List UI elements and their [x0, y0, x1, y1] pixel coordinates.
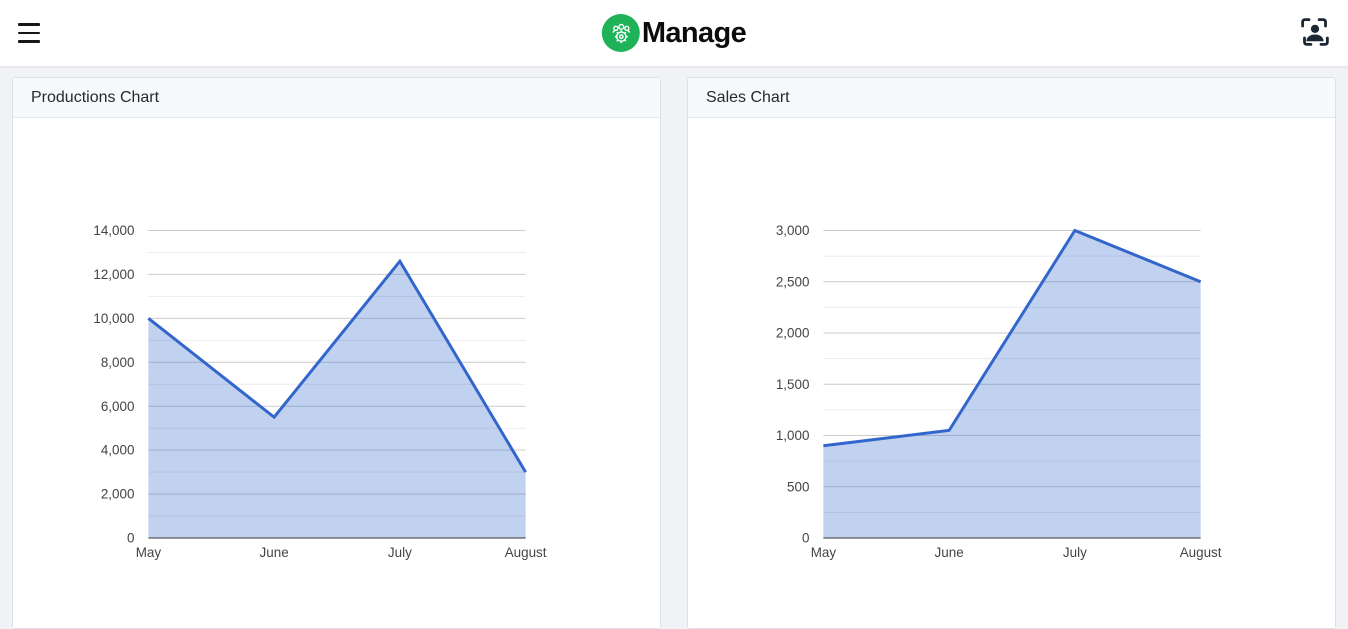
svg-text:August: August	[505, 545, 547, 560]
svg-text:8,000: 8,000	[101, 355, 135, 370]
svg-text:June: June	[260, 545, 289, 560]
svg-text:August: August	[1180, 545, 1222, 560]
svg-text:14,000: 14,000	[93, 223, 134, 238]
productions-chart-card: Productions Chart 0 2,000 4,000 6,000 8,000 1…	[12, 77, 661, 629]
profile-button[interactable]	[1296, 15, 1334, 52]
person-bounding-box-icon	[1300, 17, 1330, 50]
top-navbar: Manage	[0, 0, 1348, 67]
svg-text:10,000: 10,000	[93, 311, 134, 326]
svg-text:0: 0	[802, 531, 809, 546]
productions-area-chart: 0 2,000 4,000 6,000 8,000 10,000 12,000 14,000 M…	[93, 223, 547, 560]
hamburger-bar	[18, 23, 40, 26]
brand-text: Manage	[641, 16, 747, 49]
brand-logo[interactable]: Manage	[601, 14, 747, 52]
sales-chart-title: Sales Chart	[688, 78, 1335, 118]
sales-chart-card: Sales Chart 0 500 1,000 1,500 2,000 2,500 3,00…	[687, 77, 1336, 629]
hamburger-bar	[18, 40, 40, 43]
svg-text:0: 0	[127, 531, 134, 546]
svg-text:3,000: 3,000	[776, 223, 810, 238]
svg-text:July: July	[388, 545, 412, 560]
hamburger-menu-button[interactable]	[14, 17, 44, 49]
svg-text:July: July	[1063, 545, 1087, 560]
svg-text:2,500: 2,500	[776, 274, 810, 289]
svg-text:12,000: 12,000	[93, 267, 134, 282]
svg-text:2,000: 2,000	[101, 487, 135, 502]
svg-text:4,000: 4,000	[101, 443, 135, 458]
team-gear-logo-icon	[601, 14, 640, 52]
svg-text:1,000: 1,000	[776, 428, 810, 443]
svg-text:500: 500	[787, 479, 809, 494]
productions-chart-body: 0 2,000 4,000 6,000 8,000 10,000 12,000 14,000 M…	[13, 118, 660, 628]
svg-text:May: May	[811, 545, 837, 560]
svg-text:1,500: 1,500	[776, 377, 810, 392]
svg-text:May: May	[136, 545, 162, 560]
productions-chart-title: Productions Chart	[13, 78, 660, 118]
dashboard-content: Productions Chart 0 2,000 4,000 6,000 8,000 1…	[0, 67, 1348, 629]
hamburger-bar	[18, 31, 40, 35]
svg-text:2,000: 2,000	[776, 326, 810, 341]
sales-area-chart: 0 500 1,000 1,500 2,000 2,500 3,000 May June July…	[776, 223, 1222, 560]
svg-text:6,000: 6,000	[101, 399, 135, 414]
sales-chart-body: 0 500 1,000 1,500 2,000 2,500 3,000 May June July…	[688, 118, 1335, 628]
svg-text:June: June	[935, 545, 964, 560]
